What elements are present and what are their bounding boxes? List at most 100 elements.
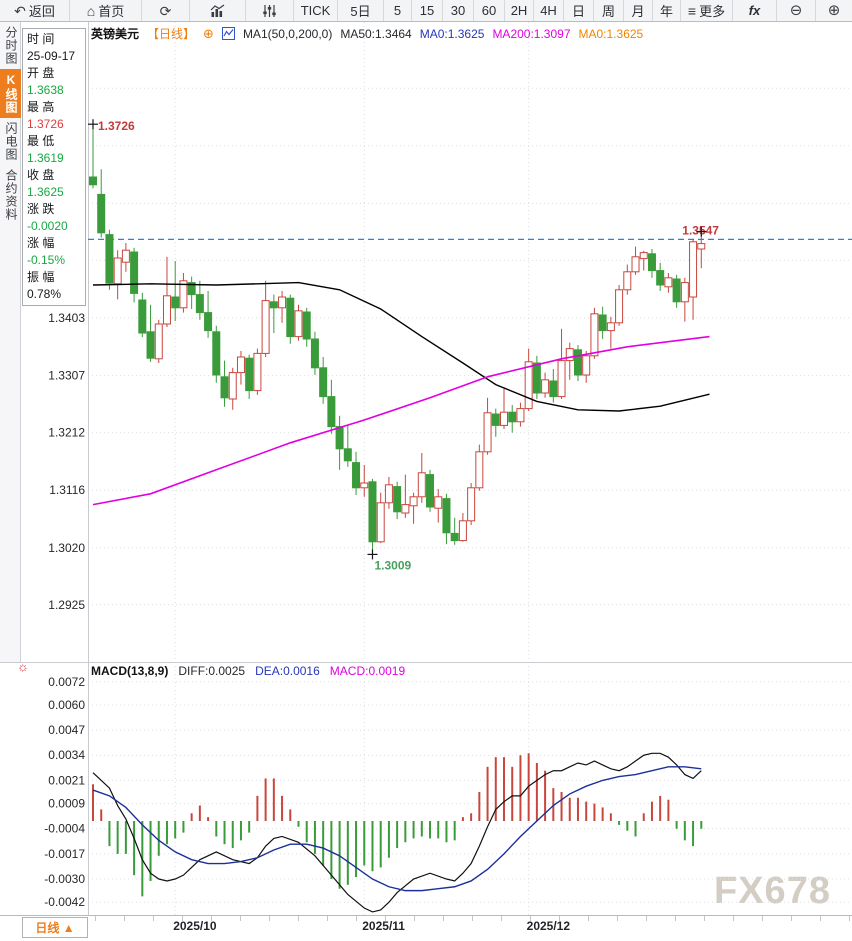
candle-body — [541, 379, 550, 394]
candle-body — [615, 289, 624, 324]
chart-type-button[interactable] — [190, 0, 246, 21]
zoom-out-button[interactable]: ⊖ — [777, 0, 816, 21]
candle-body — [450, 532, 459, 542]
candle-body — [442, 498, 451, 534]
period-tag: 【日线】 — [147, 27, 196, 41]
info-low-label: 最 低 — [27, 134, 55, 148]
price-axis-label: 1.3116 — [49, 483, 85, 497]
candle-body — [105, 234, 114, 284]
macd-settings-icon[interactable]: ☼ — [17, 659, 29, 674]
time-axis-tick — [559, 916, 560, 921]
period-year-button[interactable]: 年 — [653, 0, 681, 21]
info-change-pct-label: 涨 幅 — [27, 236, 55, 250]
line-chart-icon[interactable] — [221, 27, 235, 40]
more-button[interactable]: ≡ 更多 — [681, 0, 733, 21]
home-label: 首页 — [98, 4, 125, 19]
period-2h-button[interactable]: 2H — [505, 0, 534, 21]
indicator-settings-button[interactable] — [246, 0, 294, 21]
candle-body — [278, 296, 287, 309]
month-axis-label: 2025/12 — [526, 919, 571, 933]
sidebar-tab-contract-info[interactable]: 合约资料 — [4, 169, 18, 221]
symbol-name: 英镑美元 — [91, 27, 140, 41]
macd-axis-label: -0.0042 — [44, 895, 85, 909]
time-axis-tick — [269, 916, 270, 921]
refresh-button[interactable]: ⟳ — [142, 0, 190, 21]
fx-icon: fx — [748, 3, 761, 18]
macd-axis-label: 0.0034 — [48, 748, 85, 762]
home-icon: ⌂ — [86, 2, 96, 19]
candle-body — [376, 502, 385, 543]
period-5day-button[interactable]: 5日 — [338, 0, 384, 21]
info-close-label: 收 盘 — [27, 168, 55, 182]
time-axis-tick — [414, 916, 415, 921]
candle-body — [689, 241, 698, 298]
candle-body — [245, 357, 254, 392]
candle-body — [310, 338, 319, 369]
period-15min-button[interactable]: 15 — [412, 0, 443, 21]
candle-body — [656, 270, 665, 286]
period-week-button[interactable]: 周 — [594, 0, 624, 21]
price-axis-label: 1.3020 — [48, 541, 85, 555]
zoom-in-button[interactable]: ⊕ — [816, 0, 852, 21]
candle-body — [212, 331, 221, 376]
period-60min-button[interactable]: 60 — [474, 0, 505, 21]
period-5min-button[interactable]: 5 — [384, 0, 412, 21]
candle-body — [697, 243, 706, 250]
add-indicator-icon[interactable]: ⊕ — [203, 25, 214, 41]
candle-body — [458, 520, 467, 542]
price-annotation: 1.3726 — [98, 119, 135, 133]
time-axis-tick — [211, 916, 212, 921]
period-year-label: 年 — [659, 4, 673, 19]
time-axis-tick — [733, 916, 734, 921]
candle-body — [483, 412, 492, 453]
candle-body — [360, 482, 369, 489]
time-axis-tick — [240, 916, 241, 921]
period-day-button[interactable]: 日 — [564, 0, 594, 21]
candle-body — [590, 313, 599, 357]
candle-body — [352, 462, 361, 489]
time-axis-tick — [762, 916, 763, 921]
fx-indicators-button[interactable]: fx — [733, 0, 777, 21]
info-change-pct-value: -0.15% — [27, 253, 66, 267]
candle-body — [187, 282, 196, 296]
grid-layer — [88, 22, 852, 915]
period-tick-button[interactable]: TICK — [294, 0, 338, 21]
candle-body — [565, 348, 574, 362]
back-button[interactable]: ↶ 返回 — [0, 0, 70, 21]
macd-axis-label: 0.0009 — [48, 797, 85, 811]
sidebar-tab-flash-chart[interactable]: 闪电图 — [4, 122, 18, 161]
period-2h-label: 2H — [510, 3, 528, 18]
candle-body — [195, 294, 204, 314]
menu-icon: ≡ — [687, 2, 697, 19]
candle-body — [647, 253, 656, 272]
period-selector[interactable]: 日线 ▲ — [22, 917, 88, 938]
sidebar-tab-minute-chart[interactable]: 分时图 — [4, 26, 18, 65]
time-axis-tick — [443, 916, 444, 921]
candle-body — [319, 367, 328, 398]
period-30min-button[interactable]: 30 — [443, 0, 474, 21]
macd-axis-label: 0.0047 — [48, 723, 85, 737]
candle-body — [639, 252, 648, 260]
candle-body — [121, 249, 130, 263]
period-tick-label: TICK — [300, 3, 331, 18]
zoom-out-icon: ⊖ — [789, 2, 803, 19]
candle-body — [302, 311, 311, 340]
sliders-icon — [263, 4, 276, 17]
home-button[interactable]: ⌂ 首页 — [70, 0, 142, 21]
price-axis-label: 1.2925 — [48, 598, 85, 612]
time-axis-tick — [298, 916, 299, 921]
candle-body — [368, 481, 377, 543]
period-4h-button[interactable]: 4H — [534, 0, 564, 21]
time-axis-tick — [472, 916, 473, 921]
time-axis-tick — [617, 916, 618, 921]
period-month-button[interactable]: 月 — [624, 0, 653, 21]
macd-diff-value: DIFF:0.0025 — [178, 664, 246, 678]
candle-body — [294, 310, 303, 338]
time-axis-tick — [675, 916, 676, 921]
info-change-label: 涨 跌 — [27, 202, 55, 216]
candle-body — [384, 484, 393, 504]
candle-body — [508, 411, 517, 423]
period-month-label: 月 — [631, 4, 645, 19]
sidebar-tab-kline-chart[interactable]: K线图 — [0, 69, 21, 118]
refresh-icon: ⟳ — [159, 2, 172, 19]
